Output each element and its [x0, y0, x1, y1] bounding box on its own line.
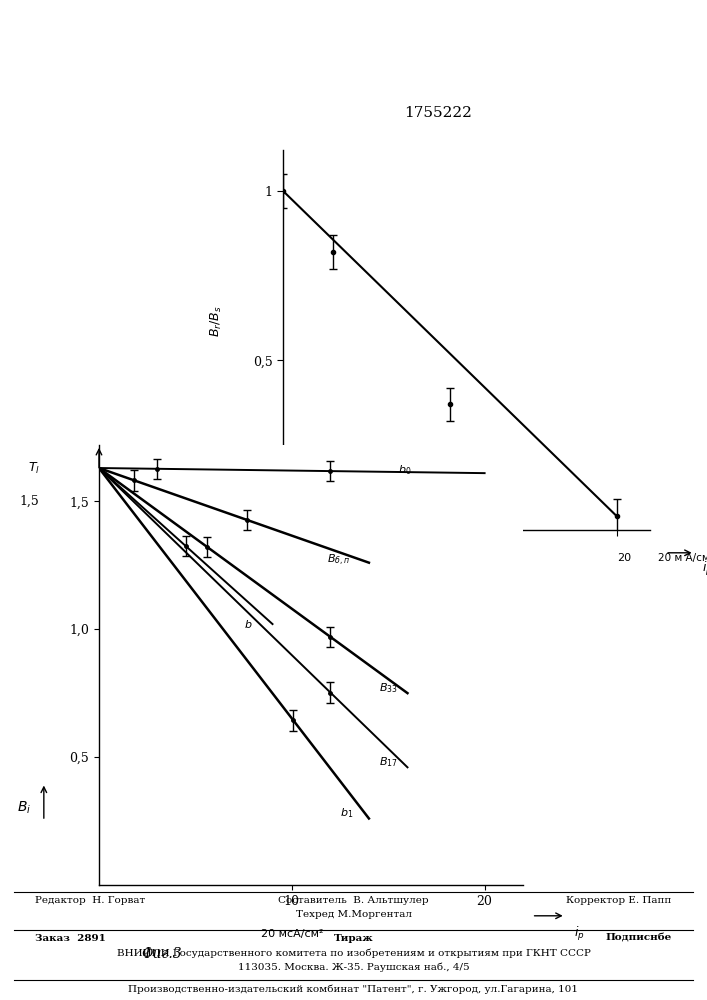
Text: $B_{33}$: $B_{33}$ — [378, 681, 397, 695]
Text: Техред М.Моргентал: Техред М.Моргентал — [296, 910, 411, 919]
Text: 1755222: 1755222 — [404, 106, 472, 120]
Text: 113035. Москва. Ж-35. Раушская наб., 4/5: 113035. Москва. Ж-35. Раушская наб., 4/5 — [238, 962, 469, 972]
Text: $B_{б,п}$: $B_{б,п}$ — [327, 553, 350, 568]
Text: $i_p$: $i_p$ — [702, 560, 707, 578]
Text: $B_i$: $B_i$ — [17, 800, 31, 816]
Text: $b_0$: $b_0$ — [398, 464, 411, 477]
Text: ВНИИПИ Государственного комитета по изобретениям и открытиям при ГКНТ СССР: ВНИИПИ Государственного комитета по изоб… — [117, 948, 590, 958]
Text: Редактор  Н. Горват: Редактор Н. Горват — [35, 896, 146, 905]
Text: 20: 20 — [617, 553, 631, 563]
Text: $B_{17}$: $B_{17}$ — [378, 755, 397, 769]
Text: $b_1$: $b_1$ — [340, 806, 354, 820]
Text: Заказ  2891: Заказ 2891 — [35, 934, 106, 943]
Text: Составитель  В. Альтшулер: Составитель В. Альтшулер — [278, 896, 429, 905]
Text: Корректор Е. Папп: Корректор Е. Папп — [566, 896, 672, 905]
Text: $i_p$: $i_p$ — [574, 925, 585, 943]
Text: 1,5: 1,5 — [20, 495, 40, 508]
Text: Подписнбе: Подписнбе — [605, 934, 672, 943]
Text: 10: 10 — [443, 560, 457, 570]
Text: $B_r/B_s$: $B_r/B_s$ — [209, 305, 224, 337]
Text: Тираж: Тираж — [334, 934, 373, 943]
Text: Фиг.3: Фиг.3 — [141, 947, 182, 961]
Text: 20 м А/см²: 20 м А/см² — [658, 553, 707, 563]
Text: $T_l$: $T_l$ — [28, 460, 40, 476]
Text: Фиг.2: Фиг.2 — [264, 579, 305, 593]
Text: $b$: $b$ — [244, 618, 252, 630]
Text: Производственно-издательский комбинат "Патент", г. Ужгород, ул.Гагарина, 101: Производственно-издательский комбинат "П… — [129, 984, 578, 994]
Text: 20 мсА/см²: 20 мсА/см² — [261, 929, 323, 939]
